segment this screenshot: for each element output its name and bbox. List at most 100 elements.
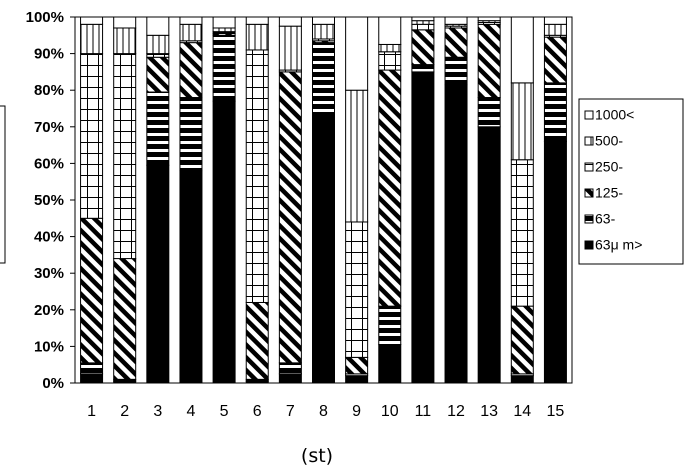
bar-segment-st7-vstripe <box>278 25 302 71</box>
bar-segment-st10-white <box>378 16 402 45</box>
bar-segment-st9-vstripe <box>345 89 369 223</box>
bar-segment-st14-white <box>510 16 534 84</box>
y-tick-label: 10% <box>34 338 64 355</box>
bar-segment-st7-solid <box>278 373 302 384</box>
bar-segment-st11-vstripe <box>411 20 435 25</box>
bar-segment-st13-diagonal <box>477 23 501 99</box>
bar-segment-st14-grid <box>510 159 534 307</box>
bar-segment-st2-white <box>113 16 137 29</box>
legend-label: 125- <box>595 185 623 201</box>
x-tick-label: 4 <box>187 403 196 420</box>
legend-swatch-hstripe <box>584 214 594 224</box>
x-tick-label: 14 <box>513 403 531 420</box>
bar-segment-st8-vstripe <box>312 23 335 40</box>
bar-segment-st11-white <box>411 16 435 22</box>
bar-segment-st15-hstripe <box>543 82 567 142</box>
bar-segment-st14-diagonal <box>510 305 534 375</box>
x-tick-label: 15 <box>547 403 565 420</box>
x-tick-label: 11 <box>415 403 432 420</box>
bar-segment-st3-hstripe <box>146 91 170 166</box>
bar-segment-st4-white <box>179 16 203 25</box>
y-tick-label: 40% <box>34 229 64 246</box>
x-axis-label: (st) <box>301 445 333 467</box>
y-tick-label: 0% <box>42 375 64 392</box>
bar-segment-st2-diagonal <box>113 258 137 380</box>
bar-segment-st11-grid <box>411 23 435 31</box>
bar-segment-st1-grid <box>80 53 104 219</box>
y-tick-label: 60% <box>34 155 64 172</box>
y-tick-label: 70% <box>34 119 64 136</box>
bar-segment-st11-diagonal <box>411 29 435 66</box>
legend: 1000< 500- 250- 125- 63- 63μ m> <box>578 98 684 265</box>
bar-segment-st9-solid <box>345 375 369 384</box>
bar-segment-st6-vstripe <box>245 23 269 51</box>
bar-segment-st5-white <box>212 16 236 29</box>
x-tick-label: 9 <box>352 403 361 420</box>
legend-label: 63- <box>595 211 616 227</box>
x-tick-label: 6 <box>253 403 262 420</box>
bar-segment-st10-grid <box>378 51 402 71</box>
bar-segment-st7-hstripe <box>278 362 302 375</box>
bar-segment-st3-white <box>146 16 170 36</box>
left-frame-fragment <box>0 105 6 264</box>
bar-segment-st3-grid <box>146 53 170 58</box>
y-axis-ticks: 0% 10% 20% 30% 40% 50% 60% 70% 80% 90% 100% <box>26 9 75 392</box>
x-tick-label: 8 <box>319 403 328 420</box>
x-tick-label: 3 <box>153 403 162 420</box>
bar-segment-st6-grid <box>245 49 269 303</box>
bar-segment-st5-solid <box>212 100 236 384</box>
bar-segment-st6-white <box>245 16 269 25</box>
bar-segment-st1-solid <box>80 373 104 384</box>
legend-frame <box>578 98 684 265</box>
bar-segment-st3-solid <box>146 164 170 384</box>
bar-segment-st11-solid <box>411 71 435 384</box>
bar-segment-st15-solid <box>543 140 567 384</box>
legend-label: 250- <box>595 159 623 175</box>
bar-segment-st15-white <box>543 16 567 25</box>
bar-segment-st12-diagonal <box>444 27 468 58</box>
bar-segment-st4-hstripe <box>179 97 203 172</box>
x-tick-label: 10 <box>381 403 399 420</box>
legend-swatch-white <box>584 110 594 120</box>
bar-segment-st10-hstripe <box>378 305 402 346</box>
bar-segment-st7-diagonal <box>278 71 302 364</box>
bar-segment-st7-white <box>278 16 302 27</box>
y-tick-label: 20% <box>34 302 64 319</box>
bar-segment-st14-vstripe <box>510 82 534 161</box>
legend-label: 63μ m> <box>595 237 642 253</box>
bar-segment-st4-solid <box>179 170 203 384</box>
bar-segment-st12-white <box>444 16 468 25</box>
legend-swatch-grid <box>584 162 594 172</box>
legend-swatch-diagonal <box>584 188 594 198</box>
legend-swatch-solid <box>584 240 594 250</box>
bar-segment-st15-vstripe <box>543 23 567 36</box>
x-tick-label: 13 <box>480 403 498 420</box>
bar-segment-st4-diagonal <box>179 42 203 99</box>
bar-segment-st10-diagonal <box>378 69 402 307</box>
legend-swatch-vstripe <box>584 136 594 146</box>
bar-segment-st9-diagonal <box>345 356 369 375</box>
bar-segment-st11-hstripe <box>411 64 435 73</box>
bar-segment-st8-white <box>312 16 335 25</box>
bar-segment-st1-diagonal <box>80 217 104 364</box>
bar-segment-st1-white <box>80 16 104 25</box>
bar-segment-st9-white <box>345 16 369 91</box>
bar-segment-st6-diagonal <box>245 301 269 380</box>
bar-segment-st15-diagonal <box>543 36 567 84</box>
bar-segment-st10-vstripe <box>378 43 402 53</box>
y-tick-label: 90% <box>34 46 64 63</box>
bar-segment-st8-solid <box>312 115 335 384</box>
y-tick-label: 100% <box>26 9 64 26</box>
y-tick-label: 30% <box>34 265 64 282</box>
x-tick-label: 2 <box>120 403 129 420</box>
legend-label: 500- <box>595 133 623 149</box>
x-tick-label: 1 <box>87 403 96 420</box>
bar-segment-st3-diagonal <box>146 56 170 93</box>
bar-segment-st5-vstripe <box>212 27 236 33</box>
bar-segment-st5-hstripe <box>212 34 236 102</box>
bar-segment-st8-hstripe <box>312 42 335 117</box>
x-axis-ticks: 1 2 3 4 5 6 7 8 9 10 11 12 13 14 15 <box>87 403 564 420</box>
x-tick-label: 5 <box>220 403 229 420</box>
bar-segment-st12-solid <box>444 84 468 384</box>
